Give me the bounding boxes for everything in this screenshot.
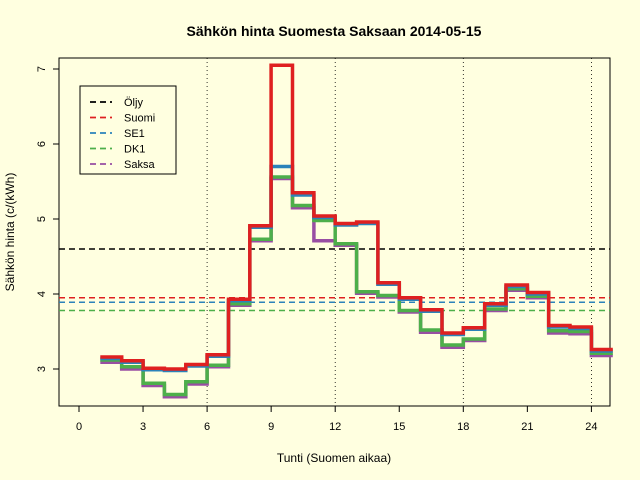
y-tick-label-7: 7 [36, 66, 48, 72]
x-tick-label-6: 6 [204, 421, 210, 433]
legend-box [79, 85, 177, 175]
legend-label-2: SE1 [124, 128, 145, 140]
average-lines [59, 248, 610, 312]
x-tick-label-9: 9 [268, 421, 274, 433]
y-tick-label-3: 3 [36, 366, 48, 372]
x-tick-label-12: 12 [329, 421, 341, 433]
legend-label-1: Suomi [124, 113, 155, 125]
x-tick-label-21: 21 [521, 421, 533, 433]
y-tick-label-5: 5 [36, 216, 48, 222]
legend-label-3: DK1 [124, 144, 145, 156]
legend-label-4: Saksa [124, 159, 155, 171]
x-tick-label-0: 0 [76, 421, 82, 433]
x-tick-label-18: 18 [457, 421, 469, 433]
y-axis-title: Sähkön hinta (c/(kWh) [3, 173, 17, 292]
chart-title: Sähkön hinta Suomesta Saksaan 2014-05-15 [187, 23, 482, 39]
x-tick-label-15: 15 [393, 421, 405, 433]
legend-label-0: Öljy [124, 97, 143, 109]
series-line-1 [100, 63, 613, 371]
series-lines [100, 63, 613, 399]
x-tick-label-3: 3 [140, 421, 146, 433]
legend: Öljy Suomi SE1 DK1 Saksa [79, 85, 177, 175]
y-tick-label-4: 4 [36, 291, 48, 297]
y-tick-label-6: 6 [36, 141, 48, 147]
x-tick-label-24: 24 [585, 421, 597, 433]
axes: 0 3 6 9 12 15 18 21 24 3 4 5 6 7 [36, 66, 598, 433]
x-axis-title: Tunti (Suomen aikaa) [277, 451, 391, 465]
